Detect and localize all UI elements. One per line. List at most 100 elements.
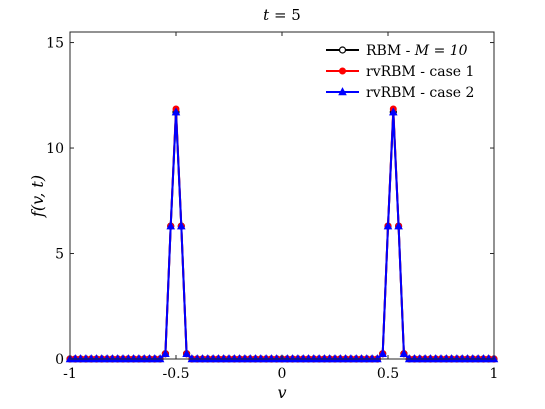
- data-point: [442, 354, 451, 363]
- data-point: [283, 354, 292, 363]
- data-point: [330, 354, 340, 363]
- data-point: [367, 354, 377, 363]
- data-point: [161, 348, 170, 357]
- data-point: [309, 354, 319, 363]
- data-point: [171, 107, 181, 116]
- x-tick-label: -1: [63, 366, 77, 382]
- data-point: [198, 354, 207, 363]
- data-point: [261, 354, 271, 363]
- data-point: [338, 87, 347, 96]
- data-point: [399, 348, 409, 357]
- data-point: [463, 354, 472, 363]
- data-point: [240, 354, 250, 363]
- data-point: [362, 354, 372, 363]
- data-point: [447, 354, 456, 363]
- data-point: [357, 354, 366, 363]
- data-point: [203, 354, 213, 363]
- data-point: [97, 354, 107, 363]
- data-point: [339, 67, 346, 75]
- data-point: [86, 354, 96, 363]
- data-point: [166, 221, 175, 230]
- data-point: [145, 354, 154, 363]
- data-point: [208, 354, 218, 363]
- data-point: [338, 46, 347, 54]
- data-point: [351, 354, 361, 363]
- data-point: [420, 354, 430, 363]
- data-point: [177, 221, 186, 230]
- data-point: [426, 354, 435, 363]
- data-point: [214, 354, 223, 363]
- legend-label-text: RBM -: [366, 43, 415, 59]
- data-point: [235, 354, 244, 363]
- data-point: [129, 354, 138, 363]
- x-tick-label: 0.5: [377, 366, 399, 382]
- data-point: [457, 354, 467, 363]
- data-point: [155, 354, 165, 363]
- data-point: [272, 354, 281, 363]
- data-point: [431, 354, 440, 363]
- x-tick-label: -0.5: [163, 366, 190, 382]
- data-point: [76, 354, 85, 363]
- data-point: [288, 354, 297, 363]
- data-point: [81, 354, 91, 363]
- data-point: [113, 354, 122, 363]
- data-point: [102, 354, 112, 363]
- data-point: [293, 354, 303, 363]
- legend-label-text: rvRBM - case 2: [366, 85, 474, 101]
- x-tick-label: 1: [490, 366, 499, 382]
- legend-label: rvRBM - case 1: [366, 64, 474, 80]
- data-point: [383, 221, 393, 230]
- data-point: [373, 354, 382, 363]
- data-point: [187, 354, 197, 363]
- data-point: [436, 354, 446, 363]
- legend: RBM - M = 10 rvRBM - case 1 rvRBM - case 2: [326, 43, 474, 101]
- data-point: [251, 354, 260, 363]
- data-point: [468, 354, 478, 363]
- y-tick-label: 15: [46, 36, 64, 52]
- data-point: [314, 354, 324, 363]
- data-point: [394, 221, 403, 230]
- data-point: [378, 348, 387, 357]
- data-point: [389, 107, 398, 116]
- data-point: [479, 354, 488, 363]
- data-point: [230, 354, 239, 363]
- data-point: [118, 354, 128, 363]
- data-point: [404, 354, 414, 363]
- data-point: [267, 354, 276, 363]
- data-point: [150, 354, 160, 363]
- legend-label: RBM - M = 10: [366, 43, 468, 59]
- data-point: [182, 348, 191, 357]
- legend-label-text: rvRBM - case 1: [366, 64, 474, 80]
- data-point: [484, 354, 493, 363]
- data-point: [336, 354, 345, 363]
- data-point: [346, 354, 356, 363]
- y-tick-label: 5: [55, 247, 64, 263]
- y-axis-label: f(v, t): [28, 175, 47, 218]
- x-axis-label: v: [277, 383, 286, 402]
- chart-title: t = 5: [263, 6, 301, 24]
- data-point: [452, 354, 462, 363]
- data-point: [304, 354, 313, 363]
- data-point: [192, 354, 202, 363]
- data-point: [325, 354, 334, 363]
- data-point: [134, 354, 144, 363]
- data-point: [245, 354, 255, 363]
- data-point: [92, 354, 101, 363]
- data-point: [298, 354, 308, 363]
- y-tick-label: 10: [46, 141, 64, 157]
- data-point: [341, 354, 350, 363]
- data-point: [256, 354, 266, 363]
- data-point: [320, 354, 329, 363]
- legend-label-math: M = 10: [414, 43, 468, 59]
- legend-label: rvRBM - case 2: [366, 85, 474, 101]
- data-point: [473, 354, 483, 363]
- data-point: [124, 354, 133, 363]
- data-point: [219, 354, 228, 363]
- data-point: [139, 354, 149, 363]
- x-tick-label: 0: [278, 366, 287, 382]
- data-point: [415, 354, 425, 363]
- data-point: [224, 354, 234, 363]
- y-tick-label: 0: [55, 352, 64, 368]
